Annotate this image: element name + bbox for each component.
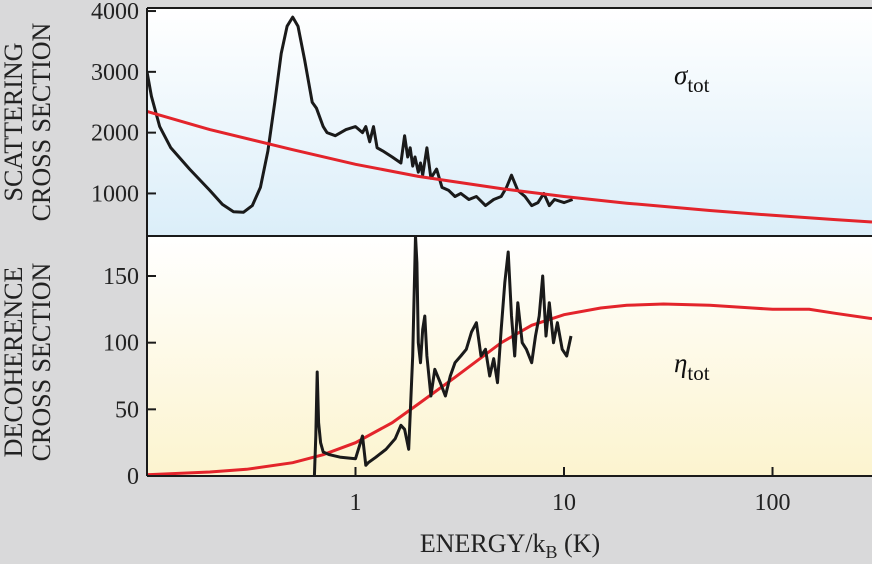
top-y-tick-label-4000: 4000	[91, 0, 139, 25]
top-ylabel-line2: CROSS SECTION	[27, 22, 56, 221]
top-ylabel-line1: SCATTERING	[0, 43, 28, 202]
bottom-y-tick-label-100: 100	[103, 331, 139, 357]
bottom-y-tick-label-150: 150	[103, 264, 139, 290]
bottom-ylabel-line2: CROSS SECTION	[27, 262, 56, 461]
sigma-subscript: tot	[687, 73, 709, 97]
svg-text:ηtot: ηtot	[674, 348, 710, 385]
decoherence-measured-line	[312, 236, 573, 476]
x-tick-label-100: 100	[755, 490, 791, 516]
sigma-symbol: σ	[674, 60, 689, 90]
x-tick-label-10: 10	[552, 490, 576, 516]
svg-text:σtot: σtot	[674, 60, 710, 97]
scattering-measured-line	[147, 15, 574, 214]
bottom-y-axis-ticks: 0 50 100 150	[103, 264, 156, 490]
bottom-y-tick-label-0: 0	[127, 464, 139, 490]
decoherence-model-line	[147, 302, 872, 476]
x-axis-ticks: 1 10 100	[350, 467, 791, 516]
decoherence-annotation: ηtot	[674, 348, 710, 385]
bottom-y-axis-title: DECOHERENCE CROSS SECTION	[0, 262, 56, 461]
top-y-axis-title: SCATTERING CROSS SECTION	[0, 22, 56, 221]
x-tick-label-1: 1	[350, 490, 362, 516]
top-y-tick-label-3000: 3000	[91, 60, 139, 86]
eta-subscript: tot	[687, 361, 709, 385]
scattering-annotation: σtot	[674, 60, 710, 97]
scattering-model-line	[147, 109, 872, 224]
top-panel-background	[147, 8, 872, 236]
top-y-tick-label-2000: 2000	[91, 121, 139, 147]
bottom-y-tick-label-50: 50	[115, 397, 139, 423]
top-y-tick-label-1000: 1000	[91, 181, 139, 207]
top-y-axis-ticks: 1000 2000 3000 4000	[91, 0, 156, 207]
bottom-ylabel-line1: DECOHERENCE	[0, 267, 28, 458]
x-axis-title: ENERGY/kB (K)	[420, 529, 600, 562]
eta-symbol: η	[674, 348, 687, 378]
